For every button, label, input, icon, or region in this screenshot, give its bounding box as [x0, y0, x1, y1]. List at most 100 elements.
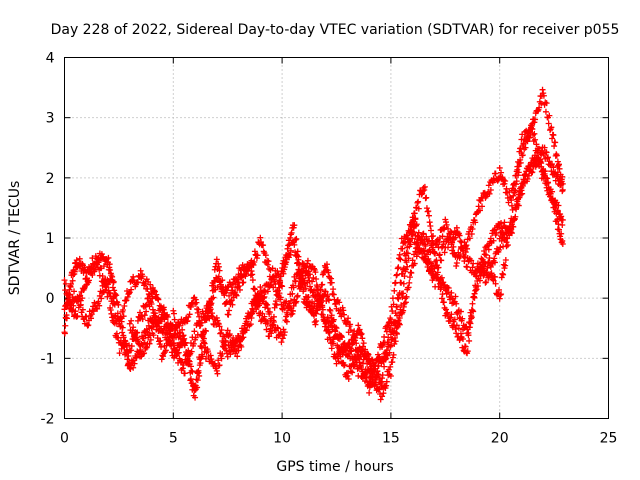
- data-point: [263, 326, 270, 333]
- data-point: [265, 258, 272, 265]
- data-point: [274, 324, 281, 331]
- data-point: [226, 307, 233, 314]
- data-point: [335, 358, 342, 365]
- data-point: [550, 132, 557, 139]
- data-point: [412, 216, 419, 223]
- data-point: [260, 242, 267, 249]
- data-point: [294, 293, 301, 300]
- data-point: [540, 92, 547, 99]
- data-point: [315, 287, 322, 294]
- data-point: [106, 290, 113, 297]
- data-point: [379, 372, 386, 378]
- data-point: [71, 268, 78, 275]
- data-point: [467, 320, 474, 327]
- data-point: [498, 169, 505, 176]
- data-point: [328, 319, 335, 326]
- data-point: [115, 334, 122, 341]
- data-point: [111, 313, 118, 320]
- data-point: [326, 306, 333, 313]
- data-point: [152, 313, 159, 320]
- data-point: [234, 276, 241, 283]
- data-point: [396, 320, 403, 327]
- data-point: [383, 382, 390, 389]
- data-point: [119, 306, 126, 313]
- data-point: [147, 315, 154, 322]
- data-point: [113, 292, 120, 299]
- data-point: [238, 270, 245, 277]
- data-point: [432, 273, 439, 280]
- data-point: [250, 308, 257, 315]
- data-point: [503, 243, 510, 250]
- data-point: [147, 281, 154, 288]
- data-point: [110, 295, 117, 302]
- data-point: [296, 275, 303, 282]
- data-point: [192, 382, 199, 389]
- data-point: [309, 303, 316, 310]
- data-point: [311, 265, 318, 272]
- data-point: [330, 316, 337, 323]
- data-point: [381, 339, 388, 346]
- data-point: [302, 285, 309, 292]
- data-point: [527, 122, 534, 129]
- data-point: [126, 290, 133, 297]
- data-point: [471, 290, 478, 297]
- data-point: [470, 260, 477, 267]
- data-point: [429, 271, 436, 278]
- data-point: [474, 282, 481, 289]
- data-point: [491, 259, 498, 266]
- data-point: [311, 312, 318, 319]
- data-point: [154, 335, 161, 342]
- data-point: [426, 219, 433, 226]
- x-tick-label: 25: [600, 431, 618, 447]
- data-point: [328, 345, 335, 352]
- data-point: [195, 367, 202, 374]
- data-point: [526, 134, 533, 141]
- data-point: [466, 319, 473, 326]
- data-point: [538, 160, 545, 167]
- data-point: [466, 337, 473, 344]
- data-point: [264, 301, 271, 308]
- data-point: [281, 332, 288, 339]
- data-point: [279, 260, 286, 267]
- data-point: [186, 311, 193, 318]
- data-point: [302, 264, 309, 271]
- data-point: [330, 286, 337, 293]
- data-point: [194, 331, 201, 338]
- data-point: [333, 325, 340, 332]
- data-point: [281, 264, 288, 271]
- data-point: [513, 206, 520, 213]
- data-point: [453, 224, 460, 231]
- data-point: [332, 328, 339, 335]
- data-point: [208, 356, 215, 363]
- data-point: [344, 372, 351, 379]
- data-point: [215, 320, 222, 327]
- data-point: [486, 190, 493, 197]
- data-point: [402, 240, 409, 247]
- data-point: [513, 178, 520, 185]
- data-point: [345, 315, 352, 322]
- data-point: [542, 180, 549, 187]
- data-point: [517, 188, 524, 195]
- data-point: [559, 173, 566, 180]
- data-point: [147, 336, 154, 343]
- data-point: [470, 294, 477, 301]
- data-point: [395, 295, 402, 302]
- data-point: [442, 219, 449, 226]
- data-point: [176, 330, 183, 337]
- data-point: [390, 330, 397, 337]
- data-point: [75, 304, 82, 311]
- data-point: [334, 355, 341, 362]
- data-point: [247, 321, 254, 328]
- data-point: [415, 198, 422, 205]
- data-point: [187, 376, 194, 383]
- data-point: [88, 311, 95, 318]
- data-point: [394, 271, 401, 278]
- data-point: [128, 286, 135, 293]
- data-point: [170, 307, 177, 314]
- data-point: [374, 368, 381, 375]
- data-point: [139, 316, 146, 323]
- data-point: [391, 287, 398, 294]
- data-point: [544, 179, 551, 186]
- data-point: [130, 324, 137, 331]
- data-point: [405, 284, 412, 291]
